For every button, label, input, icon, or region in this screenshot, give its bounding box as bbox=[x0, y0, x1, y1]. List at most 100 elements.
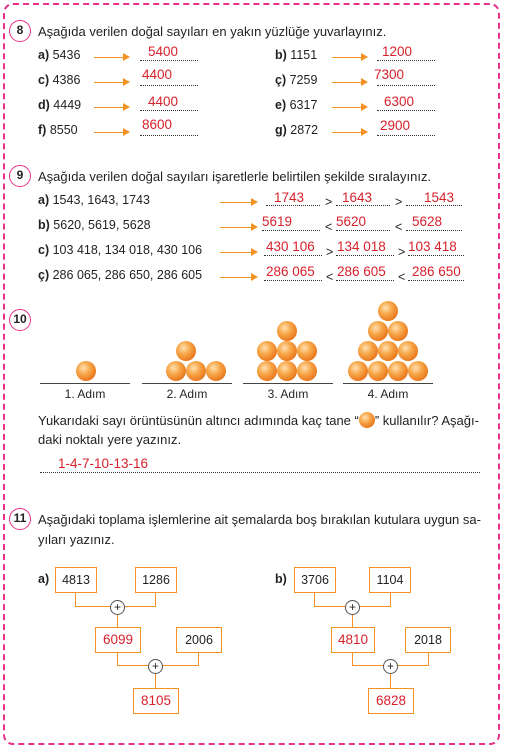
arrow-icon bbox=[220, 248, 258, 256]
question-8-number: 8 bbox=[9, 20, 31, 42]
ball-icon bbox=[277, 341, 297, 361]
q9-b-sign-1: < bbox=[325, 220, 333, 234]
answer-dots bbox=[408, 255, 464, 256]
arrow-icon bbox=[220, 198, 258, 206]
q9-b-answer-3[interactable]: 5628 bbox=[412, 214, 443, 229]
q8-answer-f[interactable]: 8600 bbox=[142, 117, 173, 132]
q11-a-top-left: 4813 bbox=[55, 567, 97, 593]
q10-answer[interactable]: 1-4-7-10-13-16 bbox=[58, 456, 149, 471]
q9-b-answer-2[interactable]: 5620 bbox=[336, 214, 367, 229]
q9-ç-answer-2[interactable]: 286 605 bbox=[337, 264, 386, 279]
q11-b-label: b) bbox=[275, 572, 287, 586]
answer-dots bbox=[408, 280, 464, 281]
q9-b-sign-2: < bbox=[395, 220, 403, 234]
q9-item-c: c) 103 418, 134 018, 430 106 bbox=[38, 243, 203, 257]
q9-ç-sign-1: < bbox=[326, 270, 334, 284]
arrow-icon bbox=[94, 128, 130, 136]
q8-item-ç: ç) 7259 bbox=[275, 73, 318, 87]
answer-dots bbox=[336, 255, 394, 256]
answer-dots bbox=[336, 230, 390, 231]
arrow-icon bbox=[220, 223, 258, 231]
connector-line bbox=[390, 672, 392, 688]
q9-c-answer-2[interactable]: 134 018 bbox=[337, 239, 386, 254]
answer-dots bbox=[336, 205, 390, 206]
connector-line bbox=[117, 613, 119, 629]
step-baseline bbox=[243, 383, 333, 384]
q9-a-sign-1: > bbox=[325, 195, 333, 209]
q8-item-a: a) 5436 bbox=[38, 48, 81, 62]
arrow-icon bbox=[94, 103, 130, 111]
q11-b-mid-answer[interactable]: 4810 bbox=[331, 627, 375, 653]
q9-c-answer-3[interactable]: 103 418 bbox=[408, 239, 457, 254]
q8-item-g: g) 2872 bbox=[275, 123, 319, 137]
q9-a-answer-2[interactable]: 1643 bbox=[342, 190, 373, 205]
ball-icon bbox=[378, 301, 398, 321]
plus-icon: + bbox=[110, 600, 125, 615]
answer-dots bbox=[264, 255, 322, 256]
connector-line bbox=[352, 652, 354, 666]
ball-icon bbox=[368, 361, 388, 381]
q9-ç-sign-2: < bbox=[398, 270, 406, 284]
q9-c-sign-1: > bbox=[326, 245, 334, 259]
arrow-icon bbox=[332, 128, 368, 136]
q8-answer-g[interactable]: 2900 bbox=[380, 118, 411, 133]
q9-a-answer-1[interactable]: 1743 bbox=[274, 190, 305, 205]
step-4-label: 4. Adım bbox=[367, 387, 409, 401]
answer-dots bbox=[377, 135, 435, 136]
answer-dots bbox=[264, 280, 322, 281]
question-11-text-line2: yıları yazınız. bbox=[38, 532, 115, 547]
q8-answer-a[interactable]: 5400 bbox=[148, 44, 179, 59]
q8-answer-c[interactable]: 4400 bbox=[142, 67, 173, 82]
connector-line bbox=[155, 593, 157, 607]
q9-item-a: a) 1543, 1643, 1743 bbox=[38, 193, 150, 207]
step-baseline bbox=[40, 383, 130, 384]
plus-icon: + bbox=[345, 600, 360, 615]
answer-dots bbox=[377, 110, 435, 111]
connector-line bbox=[352, 613, 354, 629]
ball-icon bbox=[186, 361, 206, 381]
q8-item-e: e) 6317 bbox=[275, 98, 318, 112]
connector-line bbox=[428, 652, 430, 666]
answer-dots bbox=[377, 60, 435, 61]
ball-icon bbox=[348, 361, 368, 381]
q11-a-mid-answer[interactable]: 6099 bbox=[95, 627, 141, 653]
answer-dots bbox=[406, 230, 462, 231]
q8-item-b: b) 1151 bbox=[275, 48, 318, 62]
question-10-text-line2: daki noktalı yere yazınız. bbox=[38, 432, 182, 447]
q11-b-side: 2018 bbox=[405, 627, 451, 653]
arrow-icon bbox=[220, 273, 258, 281]
q11-a-result-answer[interactable]: 8105 bbox=[133, 688, 179, 714]
q8-item-c: c) 4386 bbox=[38, 73, 81, 87]
q11-b-top-left: 3706 bbox=[294, 567, 336, 593]
q11-b-result-answer[interactable]: 6828 bbox=[368, 688, 414, 714]
ball-icon bbox=[76, 361, 96, 381]
q9-ç-answer-1[interactable]: 286 065 bbox=[266, 264, 315, 279]
q9-b-answer-1[interactable]: 5619 bbox=[262, 214, 293, 229]
ball-icon bbox=[277, 321, 297, 341]
step-1-label: 1. Adım bbox=[64, 387, 106, 401]
question-9-text: Aşağıda verilen doğal sayıları işaretler… bbox=[38, 169, 432, 184]
step-baseline bbox=[142, 383, 232, 384]
q9-ç-answer-3[interactable]: 286 650 bbox=[412, 264, 461, 279]
ball-icon bbox=[358, 412, 375, 428]
page-border bbox=[3, 3, 500, 745]
q8-answer-b[interactable]: 1200 bbox=[382, 44, 413, 59]
arrow-icon bbox=[94, 53, 130, 61]
ball-icon bbox=[206, 361, 226, 381]
q9-c-answer-1[interactable]: 430 106 bbox=[266, 239, 315, 254]
ball-icon bbox=[166, 361, 186, 381]
answer-dots bbox=[377, 85, 435, 86]
ball-icon bbox=[378, 341, 398, 361]
answer-dots bbox=[266, 205, 320, 206]
connector-line bbox=[390, 593, 392, 607]
answer-line bbox=[40, 472, 480, 473]
step-3-label: 3. Adım bbox=[267, 387, 309, 401]
q9-a-answer-3[interactable]: 1543 bbox=[424, 190, 455, 205]
ball-icon bbox=[257, 361, 277, 381]
q8-answer-ç[interactable]: 7300 bbox=[374, 67, 405, 82]
ball-icon bbox=[277, 361, 297, 381]
question-10-text: Yukarıdaki sayı örüntüsünün altıncı adım… bbox=[38, 412, 479, 428]
q8-answer-e[interactable]: 6300 bbox=[384, 94, 415, 109]
q8-answer-d[interactable]: 4400 bbox=[148, 94, 179, 109]
question-11-number: 11 bbox=[9, 508, 31, 530]
